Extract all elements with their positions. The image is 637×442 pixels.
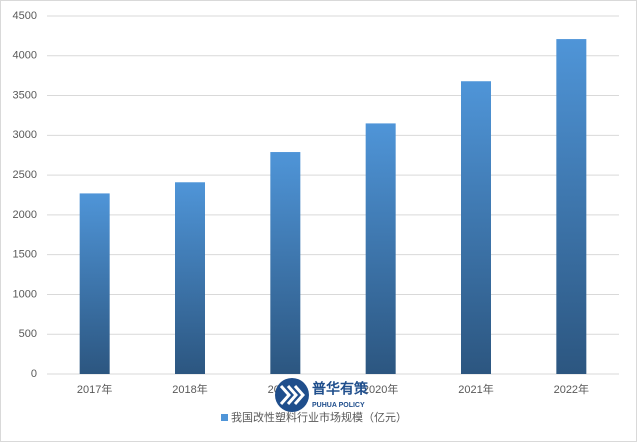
y-tick-label: 4500	[13, 10, 37, 22]
bar	[461, 81, 491, 374]
x-tick-label: 2021年	[458, 382, 493, 396]
bar	[175, 182, 205, 374]
y-tick-label: 3500	[13, 89, 37, 101]
y-tick-label: 2000	[13, 209, 37, 221]
y-tick-label: 4000	[13, 50, 37, 62]
bar	[556, 39, 587, 375]
legend-swatch	[221, 414, 228, 421]
y-tick-label: 3000	[13, 129, 37, 141]
bar	[365, 123, 396, 375]
watermark: 普华有策 PUHUA POLICY	[275, 378, 369, 412]
watermark-icon	[279, 385, 306, 405]
y-tick-label: 2500	[13, 169, 37, 181]
bar	[270, 152, 301, 374]
bar	[79, 193, 110, 374]
x-tick-label: 2020年	[363, 382, 398, 396]
x-tick-label: 2017年	[77, 382, 112, 396]
y-tick-label: 1500	[13, 249, 37, 261]
x-tick-label: 2022年	[554, 382, 589, 396]
watermark-logo	[275, 378, 309, 412]
legend-label: 我国改性塑料行业市场规模（亿元）	[231, 410, 407, 424]
y-tick-label: 0	[31, 368, 37, 380]
x-tick-label: 2018年	[172, 382, 207, 396]
y-tick-label: 1000	[13, 288, 37, 300]
y-tick-label: 500	[19, 328, 37, 340]
plot-area: 0 500 1000 1500 2000 2500 3000 3500 4000 4500 2017…	[13, 10, 619, 396]
watermark-subtitle: PUHUA POLICY	[312, 402, 365, 409]
watermark-title: 普华有策	[312, 381, 369, 397]
